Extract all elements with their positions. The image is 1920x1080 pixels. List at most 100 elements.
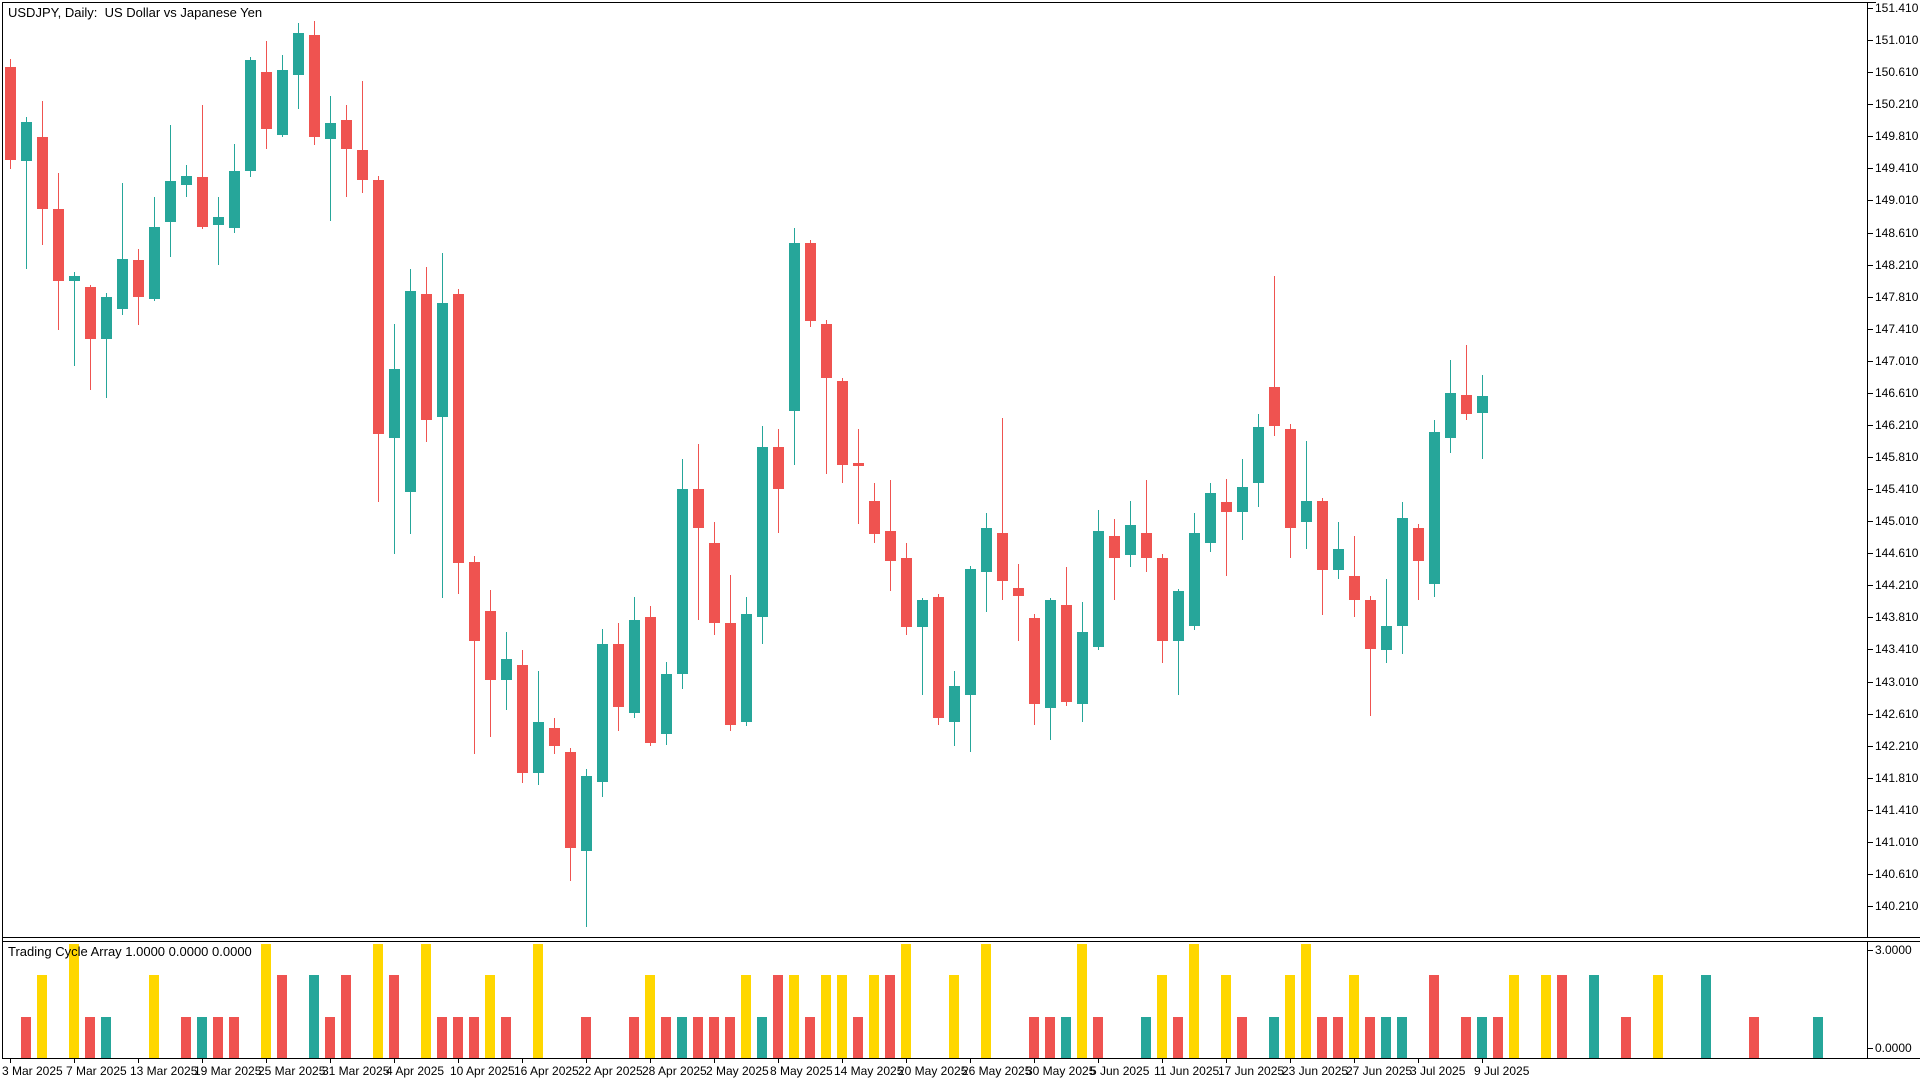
price-axis-label: 145.410	[1875, 482, 1919, 497]
candle	[1125, 525, 1136, 555]
candle	[1445, 392, 1456, 438]
price-axis-label: 150.610	[1875, 65, 1919, 80]
cycle-bar	[485, 975, 495, 1058]
time-axis-label: 20 May 2025	[898, 1064, 968, 1078]
time-axis-label: 17 Jun 2025	[1218, 1064, 1285, 1078]
time-axis-label: 8 May 2025	[770, 1064, 833, 1078]
time-axis-tick	[1354, 1058, 1355, 1063]
time-axis-label: 30 May 2025	[1026, 1064, 1096, 1078]
cycle-bar	[661, 1017, 671, 1058]
price-axis-tick	[1868, 72, 1873, 74]
candle	[789, 242, 800, 412]
candle	[1477, 396, 1488, 413]
candle	[421, 294, 432, 421]
candle	[917, 599, 928, 627]
indicator-axis-tick	[1868, 950, 1873, 951]
cycle-bar	[1365, 1017, 1375, 1058]
candle-wick	[1114, 518, 1115, 600]
candle	[1381, 626, 1392, 651]
cycle-bar	[981, 944, 991, 1058]
candle	[885, 530, 896, 562]
price-axis-label: 149.010	[1875, 193, 1919, 208]
time-axis-tick	[330, 1058, 331, 1063]
candle	[1173, 590, 1184, 642]
cycle-bar	[21, 1017, 31, 1058]
pane-separator-bottom-line[interactable]	[2, 941, 1920, 942]
cycle-bar	[821, 975, 831, 1058]
time-axis-tick	[74, 1058, 75, 1063]
candle	[1397, 517, 1408, 627]
cycle-bar	[1301, 944, 1311, 1058]
candle	[1045, 599, 1056, 708]
candle	[709, 542, 720, 623]
cycle-bar	[581, 1017, 591, 1058]
candle	[1413, 527, 1424, 562]
cycle-bar	[1269, 1017, 1279, 1058]
price-axis-label: 143.810	[1875, 610, 1919, 625]
cycle-bar	[325, 1017, 335, 1058]
time-axis-tick	[1290, 1058, 1291, 1063]
price-axis-tick	[1868, 328, 1873, 330]
cycle-bar	[741, 975, 751, 1058]
cycle-bar	[1397, 1017, 1407, 1058]
indicator-axis-label: 0.0000	[1875, 1041, 1912, 1055]
chart-border-left	[2, 2, 3, 1058]
candle	[805, 242, 816, 321]
chart-border-top	[2, 2, 1876, 3]
cycle-bar	[645, 975, 655, 1058]
price-axis-label: 140.610	[1875, 866, 1919, 881]
price-axis-tick	[1868, 200, 1873, 202]
price-axis-label: 141.810	[1875, 770, 1919, 785]
price-axis-label: 144.610	[1875, 546, 1919, 561]
price-axis-label: 147.010	[1875, 353, 1919, 368]
candle	[21, 121, 32, 162]
candle	[853, 462, 864, 466]
candle	[1333, 549, 1344, 571]
candle	[1365, 599, 1376, 649]
candle	[901, 558, 912, 627]
cycle-bar	[1557, 975, 1567, 1058]
price-axis-tick	[1868, 841, 1873, 843]
candle	[101, 296, 112, 340]
time-axis-tick	[1034, 1058, 1035, 1063]
price-axis-tick	[1868, 553, 1873, 555]
price-axis-tick	[1868, 40, 1873, 42]
candle	[1253, 427, 1264, 483]
pane-separator-top-line[interactable]	[2, 937, 1920, 938]
chart-title: USDJPY, Daily: US Dollar vs Japanese Yen	[8, 5, 263, 20]
candle	[1189, 533, 1200, 627]
cycle-bar	[677, 1017, 687, 1058]
cycle-bar	[1157, 975, 1167, 1058]
candle	[933, 597, 944, 718]
candle	[837, 380, 848, 466]
price-axis-tick	[1868, 713, 1873, 715]
candle	[693, 489, 704, 528]
cycle-bar	[213, 1017, 223, 1058]
candle	[181, 175, 192, 186]
price-axis-label: 148.610	[1875, 225, 1919, 240]
time-axis-tick	[1418, 1058, 1419, 1063]
cycle-bar	[1541, 975, 1551, 1058]
time-axis-label: 10 Apr 2025	[450, 1064, 515, 1078]
candle	[437, 303, 448, 417]
price-axis-label: 147.810	[1875, 289, 1919, 304]
candle-wick	[442, 253, 443, 599]
candle-wick	[1018, 563, 1019, 642]
cycle-bar	[373, 944, 383, 1058]
cycle-bar	[1061, 1017, 1071, 1058]
cycle-bar	[1093, 1017, 1103, 1058]
cycle-bar	[1029, 1017, 1039, 1058]
cycle-bar	[1173, 1017, 1183, 1058]
candle-wick	[858, 428, 859, 525]
candle	[597, 643, 608, 782]
time-axis-tick	[10, 1058, 11, 1063]
cycle-bar	[901, 944, 911, 1058]
indicator-title: Trading Cycle Array 1.0000 0.0000 0.0000	[8, 944, 252, 959]
cycle-bar	[37, 975, 47, 1058]
candle	[485, 610, 496, 680]
price-axis-tick	[1868, 8, 1873, 9]
time-axis-label: 26 May 2025	[962, 1064, 1032, 1078]
cycle-bar	[869, 975, 879, 1058]
candle-wick	[362, 80, 363, 194]
price-axis-label: 145.810	[1875, 450, 1919, 464]
